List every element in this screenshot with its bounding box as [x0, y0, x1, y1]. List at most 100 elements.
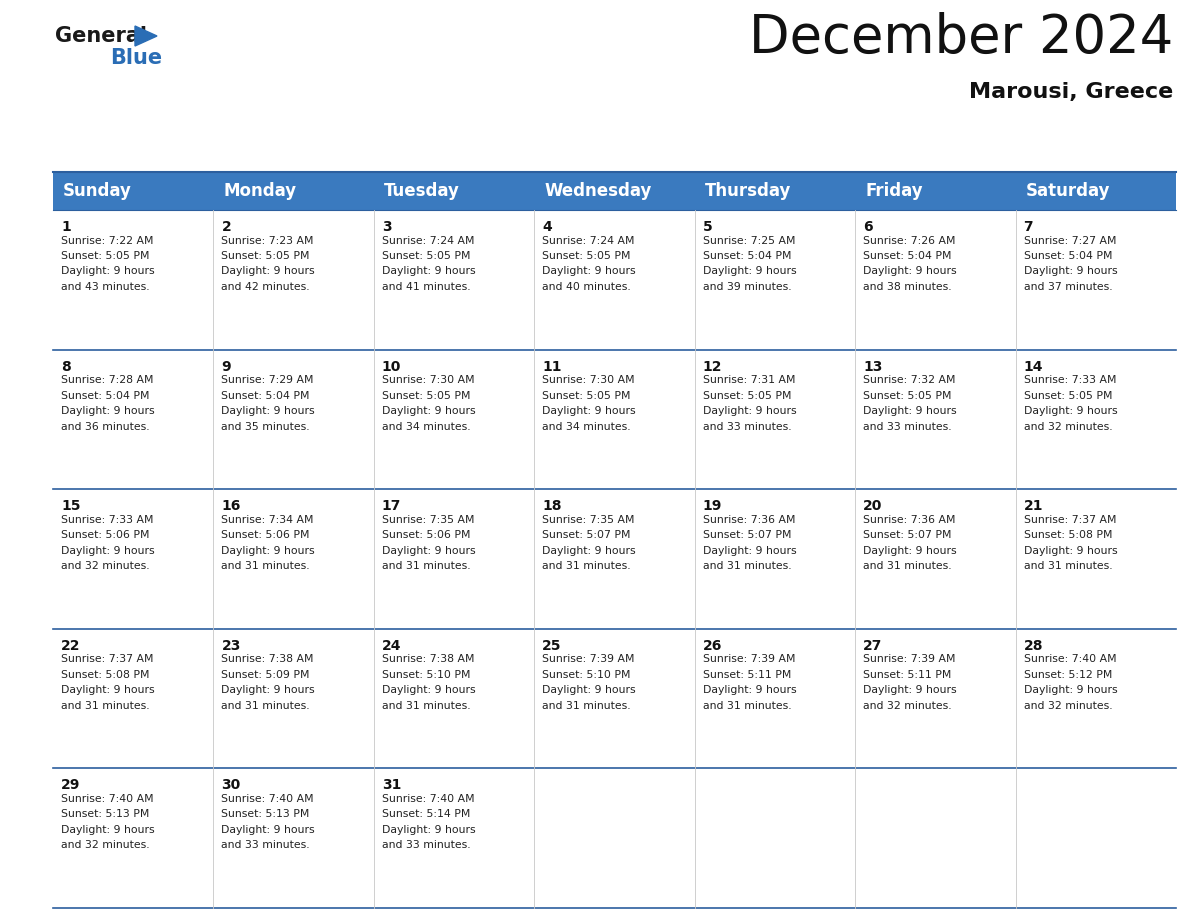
Text: 15: 15 — [61, 499, 81, 513]
Text: Daylight: 9 hours: Daylight: 9 hours — [703, 686, 796, 695]
Text: Sunrise: 7:40 AM: Sunrise: 7:40 AM — [221, 794, 314, 804]
Text: Sunset: 5:05 PM: Sunset: 5:05 PM — [864, 390, 952, 400]
Text: and 43 minutes.: and 43 minutes. — [61, 282, 150, 292]
Text: Sunset: 5:06 PM: Sunset: 5:06 PM — [381, 531, 470, 540]
Text: Saturday: Saturday — [1025, 182, 1110, 200]
Text: 4: 4 — [542, 220, 552, 234]
Text: Sunrise: 7:30 AM: Sunrise: 7:30 AM — [542, 375, 634, 385]
Text: Sunset: 5:07 PM: Sunset: 5:07 PM — [703, 531, 791, 540]
Text: Daylight: 9 hours: Daylight: 9 hours — [61, 406, 154, 416]
Text: Sunrise: 7:27 AM: Sunrise: 7:27 AM — [1024, 236, 1116, 245]
Bar — [53, 768, 1176, 908]
Text: 17: 17 — [381, 499, 402, 513]
Text: Sunset: 5:07 PM: Sunset: 5:07 PM — [542, 531, 631, 540]
Text: Daylight: 9 hours: Daylight: 9 hours — [864, 406, 956, 416]
Text: Sunrise: 7:32 AM: Sunrise: 7:32 AM — [864, 375, 955, 385]
Bar — [53, 210, 1176, 350]
Text: 13: 13 — [864, 360, 883, 374]
Text: Sunset: 5:04 PM: Sunset: 5:04 PM — [864, 251, 952, 261]
Text: 18: 18 — [542, 499, 562, 513]
Text: Daylight: 9 hours: Daylight: 9 hours — [864, 266, 956, 276]
Text: and 34 minutes.: and 34 minutes. — [381, 421, 470, 431]
Text: 24: 24 — [381, 639, 402, 653]
Text: Sunrise: 7:38 AM: Sunrise: 7:38 AM — [381, 655, 474, 665]
Bar — [53, 629, 1176, 768]
Text: Thursday: Thursday — [704, 182, 791, 200]
Text: Daylight: 9 hours: Daylight: 9 hours — [221, 545, 315, 555]
Text: Sunset: 5:11 PM: Sunset: 5:11 PM — [864, 670, 952, 680]
Text: Daylight: 9 hours: Daylight: 9 hours — [221, 825, 315, 834]
Text: Daylight: 9 hours: Daylight: 9 hours — [61, 825, 154, 834]
Text: 3: 3 — [381, 220, 392, 234]
Text: 28: 28 — [1024, 639, 1043, 653]
Text: 16: 16 — [221, 499, 241, 513]
Text: and 34 minutes.: and 34 minutes. — [542, 421, 631, 431]
Text: 10: 10 — [381, 360, 402, 374]
Text: Daylight: 9 hours: Daylight: 9 hours — [221, 266, 315, 276]
Text: and 31 minutes.: and 31 minutes. — [542, 561, 631, 571]
Text: Daylight: 9 hours: Daylight: 9 hours — [864, 686, 956, 695]
Text: 14: 14 — [1024, 360, 1043, 374]
Text: Sunset: 5:05 PM: Sunset: 5:05 PM — [221, 251, 310, 261]
Text: and 31 minutes.: and 31 minutes. — [542, 700, 631, 711]
Text: 8: 8 — [61, 360, 71, 374]
Text: 19: 19 — [703, 499, 722, 513]
Text: Sunset: 5:04 PM: Sunset: 5:04 PM — [61, 390, 150, 400]
Text: Sunset: 5:08 PM: Sunset: 5:08 PM — [1024, 531, 1112, 540]
Text: 11: 11 — [542, 360, 562, 374]
Text: Sunrise: 7:38 AM: Sunrise: 7:38 AM — [221, 655, 314, 665]
Text: and 31 minutes.: and 31 minutes. — [1024, 561, 1112, 571]
Bar — [53, 350, 1176, 489]
Text: and 33 minutes.: and 33 minutes. — [221, 840, 310, 850]
Text: and 39 minutes.: and 39 minutes. — [703, 282, 791, 292]
Text: Sunrise: 7:33 AM: Sunrise: 7:33 AM — [1024, 375, 1116, 385]
Text: Sunset: 5:07 PM: Sunset: 5:07 PM — [864, 531, 952, 540]
Text: Monday: Monday — [223, 182, 297, 200]
Text: Sunrise: 7:28 AM: Sunrise: 7:28 AM — [61, 375, 153, 385]
Text: and 31 minutes.: and 31 minutes. — [703, 561, 791, 571]
Text: Daylight: 9 hours: Daylight: 9 hours — [1024, 266, 1117, 276]
Text: Daylight: 9 hours: Daylight: 9 hours — [221, 686, 315, 695]
Text: Sunset: 5:14 PM: Sunset: 5:14 PM — [381, 810, 470, 820]
Text: and 36 minutes.: and 36 minutes. — [61, 421, 150, 431]
Text: and 32 minutes.: and 32 minutes. — [864, 700, 952, 711]
Text: Sunset: 5:06 PM: Sunset: 5:06 PM — [61, 531, 150, 540]
Text: Sunrise: 7:37 AM: Sunrise: 7:37 AM — [1024, 515, 1116, 525]
Text: and 31 minutes.: and 31 minutes. — [381, 561, 470, 571]
Text: Sunrise: 7:40 AM: Sunrise: 7:40 AM — [61, 794, 153, 804]
Text: Sunset: 5:04 PM: Sunset: 5:04 PM — [703, 251, 791, 261]
Text: and 42 minutes.: and 42 minutes. — [221, 282, 310, 292]
Text: Sunset: 5:11 PM: Sunset: 5:11 PM — [703, 670, 791, 680]
Text: Sunset: 5:10 PM: Sunset: 5:10 PM — [381, 670, 470, 680]
Text: Daylight: 9 hours: Daylight: 9 hours — [864, 545, 956, 555]
Text: Daylight: 9 hours: Daylight: 9 hours — [61, 266, 154, 276]
Text: and 32 minutes.: and 32 minutes. — [1024, 700, 1112, 711]
Text: and 38 minutes.: and 38 minutes. — [864, 282, 952, 292]
Text: General: General — [55, 26, 147, 46]
Text: and 31 minutes.: and 31 minutes. — [703, 700, 791, 711]
Text: Daylight: 9 hours: Daylight: 9 hours — [381, 266, 475, 276]
Text: and 35 minutes.: and 35 minutes. — [221, 421, 310, 431]
Text: Sunset: 5:04 PM: Sunset: 5:04 PM — [221, 390, 310, 400]
Text: Sunrise: 7:22 AM: Sunrise: 7:22 AM — [61, 236, 153, 245]
Text: 6: 6 — [864, 220, 873, 234]
Text: Tuesday: Tuesday — [384, 182, 460, 200]
Text: Sunset: 5:06 PM: Sunset: 5:06 PM — [221, 531, 310, 540]
Text: Friday: Friday — [865, 182, 923, 200]
Text: Sunrise: 7:36 AM: Sunrise: 7:36 AM — [864, 515, 955, 525]
Text: and 31 minutes.: and 31 minutes. — [864, 561, 952, 571]
Text: Sunrise: 7:24 AM: Sunrise: 7:24 AM — [542, 236, 634, 245]
Text: Sunset: 5:05 PM: Sunset: 5:05 PM — [703, 390, 791, 400]
Text: Sunset: 5:05 PM: Sunset: 5:05 PM — [542, 390, 631, 400]
Text: Wednesday: Wednesday — [544, 182, 652, 200]
Text: Sunrise: 7:31 AM: Sunrise: 7:31 AM — [703, 375, 795, 385]
Text: Daylight: 9 hours: Daylight: 9 hours — [542, 266, 636, 276]
Text: and 31 minutes.: and 31 minutes. — [221, 561, 310, 571]
Text: Daylight: 9 hours: Daylight: 9 hours — [381, 545, 475, 555]
Text: and 31 minutes.: and 31 minutes. — [381, 700, 470, 711]
Text: 25: 25 — [542, 639, 562, 653]
Text: 31: 31 — [381, 778, 402, 792]
Text: Sunset: 5:05 PM: Sunset: 5:05 PM — [381, 390, 470, 400]
Text: Sunrise: 7:23 AM: Sunrise: 7:23 AM — [221, 236, 314, 245]
Text: 20: 20 — [864, 499, 883, 513]
